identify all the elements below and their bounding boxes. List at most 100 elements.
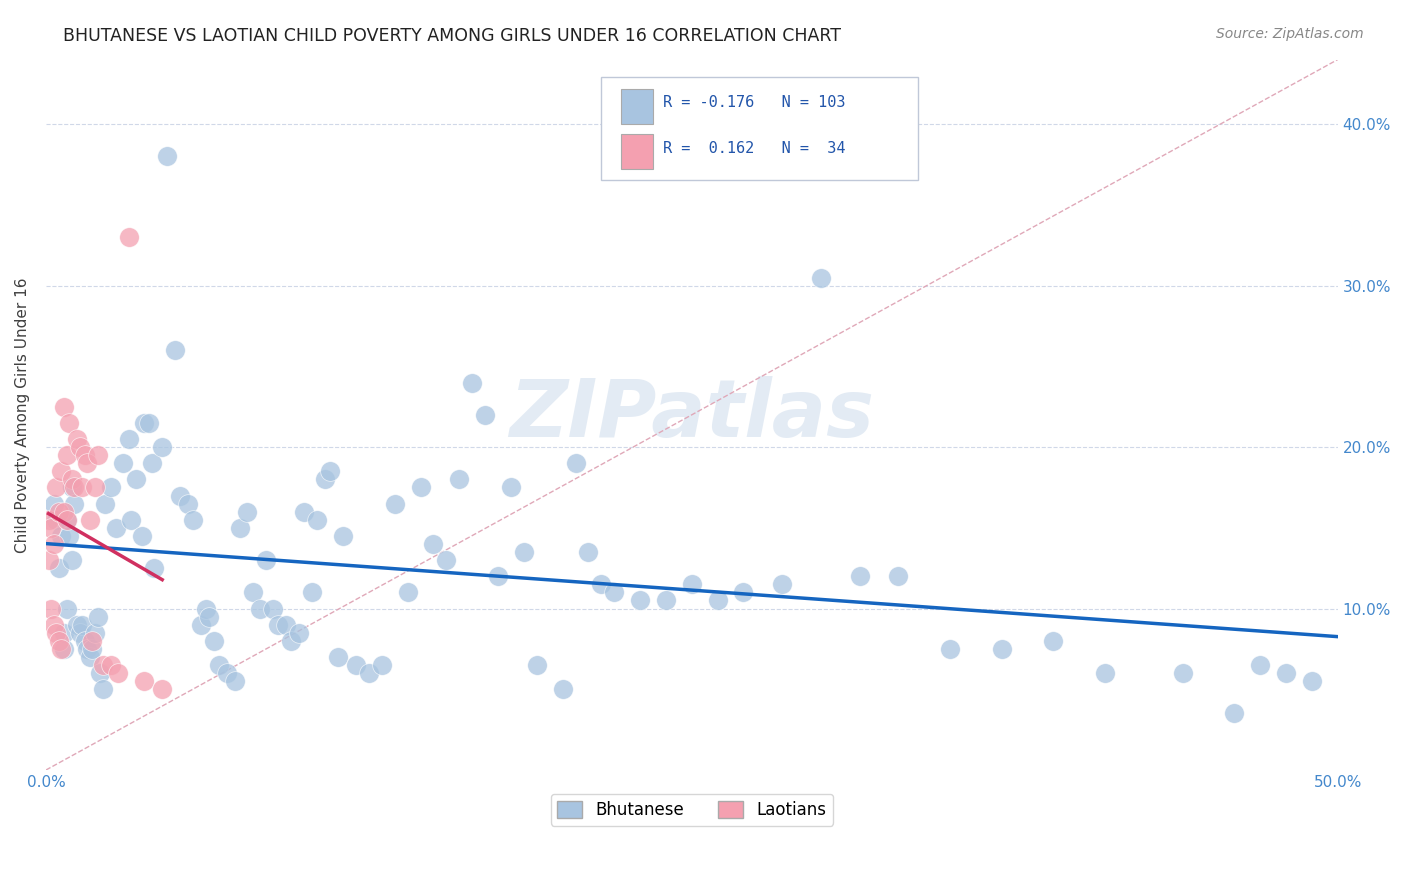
- Point: [254, 553, 277, 567]
- Point: [628, 593, 651, 607]
- Point: [1301, 674, 1323, 689]
- Point: [117, 230, 139, 244]
- Point: [236, 505, 259, 519]
- Point: [1223, 706, 1246, 721]
- Point: [280, 633, 302, 648]
- Point: [55, 513, 77, 527]
- Point: [100, 658, 122, 673]
- Text: R =  0.162   N =  34: R = 0.162 N = 34: [664, 141, 846, 155]
- FancyBboxPatch shape: [621, 134, 652, 169]
- Point: [48, 633, 70, 648]
- Point: [276, 617, 298, 632]
- Point: [55, 448, 77, 462]
- Point: [706, 593, 728, 607]
- Point: [1275, 666, 1298, 681]
- Point: [69, 440, 91, 454]
- Point: [70, 480, 93, 494]
- Point: [58, 529, 80, 543]
- Point: [79, 513, 101, 527]
- Point: [141, 456, 163, 470]
- Point: [578, 545, 600, 559]
- Point: [150, 440, 173, 454]
- Point: [357, 666, 380, 681]
- Point: [551, 682, 574, 697]
- Point: [82, 633, 104, 648]
- Point: [208, 658, 231, 673]
- Point: [120, 513, 142, 527]
- Point: [292, 505, 315, 519]
- Point: [143, 561, 166, 575]
- Point: [42, 497, 65, 511]
- Point: [60, 480, 83, 494]
- Point: [1171, 666, 1194, 681]
- Point: [51, 529, 73, 543]
- Point: [848, 569, 870, 583]
- Point: [1094, 666, 1116, 681]
- Point: [112, 456, 135, 470]
- Point: [89, 666, 111, 681]
- Point: [461, 376, 484, 390]
- Point: [66, 432, 89, 446]
- Point: [38, 553, 60, 567]
- Point: [307, 513, 329, 527]
- Point: [45, 625, 67, 640]
- Point: [770, 577, 793, 591]
- Point: [332, 529, 354, 543]
- FancyBboxPatch shape: [621, 88, 652, 124]
- Point: [449, 472, 471, 486]
- Point: [86, 609, 108, 624]
- Point: [288, 625, 311, 640]
- Point: [262, 601, 284, 615]
- Point: [513, 545, 536, 559]
- Point: [249, 601, 271, 615]
- Point: [267, 617, 290, 632]
- Text: Source: ZipAtlas.com: Source: ZipAtlas.com: [1216, 27, 1364, 41]
- Point: [384, 497, 406, 511]
- Point: [177, 497, 200, 511]
- Point: [38, 513, 60, 527]
- Point: [84, 480, 107, 494]
- Point: [48, 505, 70, 519]
- Point: [42, 537, 65, 551]
- Text: BHUTANESE VS LAOTIAN CHILD POVERTY AMONG GIRLS UNDER 16 CORRELATION CHART: BHUTANESE VS LAOTIAN CHILD POVERTY AMONG…: [63, 27, 841, 45]
- Point: [202, 633, 225, 648]
- Point: [45, 513, 67, 527]
- Point: [314, 472, 336, 486]
- Point: [63, 480, 86, 494]
- Point: [58, 416, 80, 430]
- Point: [51, 641, 73, 656]
- Point: [371, 658, 394, 673]
- Point: [195, 601, 218, 615]
- Point: [301, 585, 323, 599]
- Point: [810, 270, 832, 285]
- Point: [76, 456, 98, 470]
- Point: [422, 537, 444, 551]
- Point: [69, 625, 91, 640]
- Point: [45, 480, 67, 494]
- Point: [150, 682, 173, 697]
- Point: [91, 658, 114, 673]
- Point: [60, 553, 83, 567]
- Point: [499, 480, 522, 494]
- Point: [242, 585, 264, 599]
- Text: R = -0.176   N = 103: R = -0.176 N = 103: [664, 95, 846, 110]
- Point: [156, 149, 179, 163]
- Point: [51, 464, 73, 478]
- Point: [39, 601, 62, 615]
- Point: [181, 513, 204, 527]
- Point: [84, 625, 107, 640]
- Point: [104, 521, 127, 535]
- Point: [434, 553, 457, 567]
- Point: [603, 585, 626, 599]
- Point: [70, 617, 93, 632]
- Point: [486, 569, 509, 583]
- Point: [55, 601, 77, 615]
- Point: [91, 682, 114, 697]
- Point: [66, 617, 89, 632]
- Point: [1249, 658, 1271, 673]
- FancyBboxPatch shape: [602, 78, 918, 180]
- Point: [53, 641, 76, 656]
- Point: [991, 641, 1014, 656]
- Point: [86, 448, 108, 462]
- Point: [326, 650, 349, 665]
